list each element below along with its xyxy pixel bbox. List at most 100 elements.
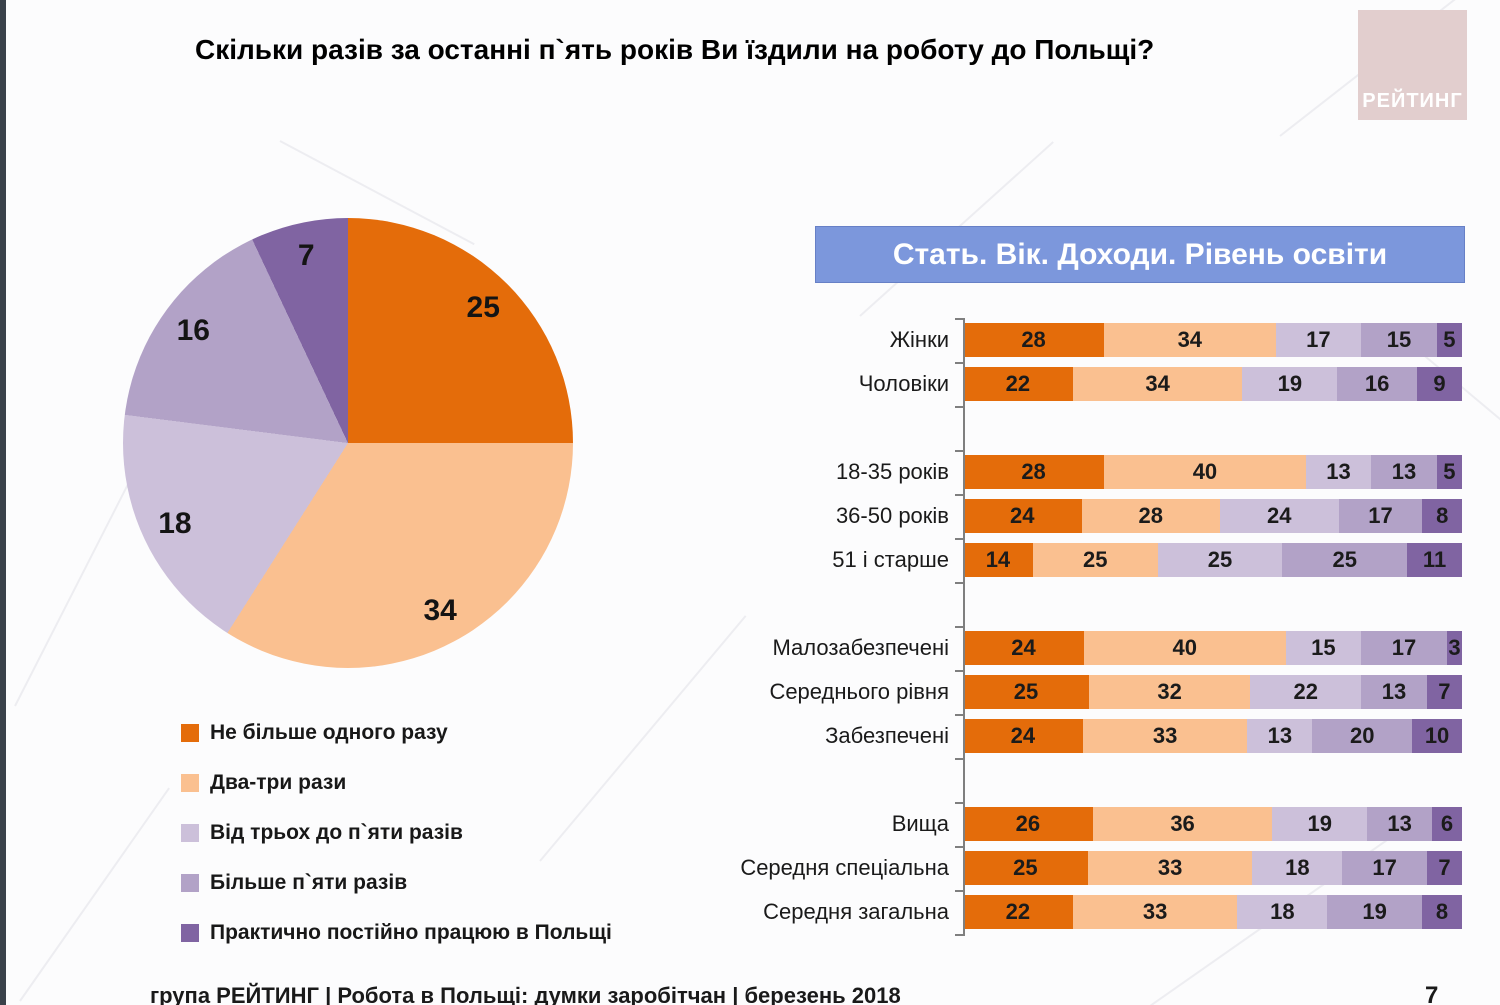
bar-segment: 13 <box>1247 719 1313 753</box>
pie-slice-label: 7 <box>297 239 315 273</box>
stacked-bar: 22 33 18 19 8 <box>963 895 1462 929</box>
legend-label: Два-три рази <box>210 771 347 794</box>
bar-segment: 13 <box>1367 807 1433 841</box>
bar-row-label: 36-50 років <box>835 503 949 528</box>
background-line <box>19 787 170 1002</box>
stacked-bar: 25 33 18 17 7 <box>963 851 1462 885</box>
bar-segment: 24 <box>963 719 1083 753</box>
bar-segment: 6 <box>1432 807 1462 841</box>
bar-segment: 25 <box>963 851 1088 885</box>
legend-label: Від трьох до п`яти разів <box>210 821 463 844</box>
pie-legend: Не більше одного разу Два-три рази Від трь… <box>181 708 612 958</box>
legend-swatch <box>181 724 199 742</box>
bar-segment: 17 <box>1275 323 1362 357</box>
bar-row-label: Малозабезпечені <box>772 635 949 660</box>
bar-segment: 20 <box>1312 719 1413 753</box>
stacked-bar: 22 34 19 16 9 <box>963 367 1462 401</box>
stacked-bar: 28 40 13 13 5 <box>963 455 1462 489</box>
bar-row-label: Середнього рівня <box>769 679 949 704</box>
bar-segment: 22 <box>963 367 1073 401</box>
bar-chart-row: Вища 26 36 19 13 6 <box>735 802 1480 846</box>
bar-rows: Жінки 28 34 17 15 5 Чоловіки 22 34 19 16 9 18-35 рок… <box>735 318 1480 934</box>
group-gap <box>735 758 1480 802</box>
stacked-bar: 24 28 24 17 8 <box>963 499 1463 533</box>
rating-logo-text: РЕЙТИНГ <box>1362 90 1463 112</box>
legend-item: Два-три рази <box>181 758 612 808</box>
bar-segment: 28 <box>963 323 1105 357</box>
legend-swatch <box>181 924 199 942</box>
bar-segment: 32 <box>1089 675 1251 709</box>
bar-row-label: Забезпечені <box>825 723 949 748</box>
stacked-bar: 25 32 22 13 7 <box>963 675 1463 709</box>
bar-segment: 13 <box>1305 455 1372 489</box>
bar-segment: 15 <box>1285 631 1362 665</box>
stacked-bar: 28 34 17 15 5 <box>963 323 1462 357</box>
legend-item: Практично постійно працюю в Польщі <box>181 908 612 958</box>
stacked-bar: 24 40 15 17 3 <box>963 631 1462 665</box>
bar-segment: 25 <box>1032 543 1158 577</box>
stacked-bar: 26 36 19 13 6 <box>963 807 1462 841</box>
bar-segment: 33 <box>1087 851 1253 885</box>
bar-row-label: Вища <box>891 811 949 836</box>
stacked-bar-chart: Жінки 28 34 17 15 5 Чоловіки 22 34 19 16 9 18-35 рок… <box>735 318 1480 936</box>
bar-segment: 22 <box>963 895 1073 929</box>
bar-chart-row: Чоловіки 22 34 19 16 9 <box>735 362 1480 406</box>
bar-chart-row: Забезпечені 24 33 13 20 10 <box>735 714 1480 758</box>
axis-line <box>963 318 965 936</box>
page-title: Скільки разів за останні п`ять років Ви … <box>195 34 1155 65</box>
bar-segment: 18 <box>1237 895 1328 929</box>
bar-segment: 19 <box>1272 807 1368 841</box>
bar-chart-row: Середнього рівня 25 32 22 13 7 <box>735 670 1480 714</box>
bar-row-label: Чоловіки <box>858 371 949 396</box>
bar-segment: 16 <box>1337 367 1418 401</box>
bar-segment: 18 <box>1252 851 1343 885</box>
legend-label: Не більше одного разу <box>210 721 448 744</box>
pie-slice-label: 34 <box>423 593 457 627</box>
stacked-bar: 24 33 13 20 10 <box>963 719 1463 753</box>
bar-segment: 19 <box>1242 367 1338 401</box>
legend-item: Від трьох до п`яти разів <box>181 808 612 858</box>
bar-row-label: 51 і старше <box>832 547 949 572</box>
bar-segment: 24 <box>1219 499 1339 533</box>
legend-swatch <box>181 824 199 842</box>
bar-segment: 34 <box>1104 323 1276 357</box>
bar-segment: 13 <box>1371 455 1437 489</box>
bar-segment: 33 <box>1082 719 1248 753</box>
bar-segment: 10 <box>1412 719 1463 753</box>
bar-segment: 26 <box>963 807 1093 841</box>
legend-swatch <box>181 874 199 892</box>
bar-segment: 24 <box>963 499 1082 533</box>
bar-segment: 28 <box>963 455 1105 489</box>
bar-chart-row: Жінки 28 34 17 15 5 <box>735 318 1480 362</box>
bar-segment: 17 <box>1361 631 1447 665</box>
axis-ticks <box>955 318 963 936</box>
bar-segment: 40 <box>1083 631 1286 665</box>
bar-chart-row: Середня спеціальна 25 33 18 17 7 <box>735 846 1480 890</box>
bar-segment: 17 <box>1338 499 1423 533</box>
bar-segment: 14 <box>963 543 1033 577</box>
bar-segment: 13 <box>1361 675 1427 709</box>
bar-chart-row: Малозабезпечені 24 40 15 17 3 <box>735 626 1480 670</box>
left-edge-strip <box>0 0 6 1005</box>
bar-segment: 7 <box>1426 675 1463 709</box>
bar-segment: 25 <box>1157 543 1283 577</box>
bar-chart-row: 36-50 років 24 28 24 17 8 <box>735 494 1480 538</box>
bar-segment: 40 <box>1104 455 1306 489</box>
group-gap <box>735 582 1480 626</box>
bar-segment: 36 <box>1092 807 1273 841</box>
page-number: 7 <box>1425 982 1439 1005</box>
legend-label: Більше п`яти разів <box>210 871 408 894</box>
legend-item: Не більше одного разу <box>181 708 612 758</box>
bar-segment: 28 <box>1081 499 1220 533</box>
bar-segment: 22 <box>1250 675 1362 709</box>
bar-segment: 25 <box>1282 543 1408 577</box>
bar-segment: 19 <box>1327 895 1423 929</box>
rating-logo: РЕЙТИНГ <box>1358 10 1467 120</box>
bar-chart-row: Середня загальна 22 33 18 19 8 <box>735 890 1480 934</box>
bar-chart-row: 18-35 років 28 40 13 13 5 <box>735 450 1480 494</box>
pie-chart: 25 34 18 16 7 <box>123 218 573 668</box>
bar-segment: 7 <box>1427 851 1462 885</box>
pie: 25 34 18 16 7 <box>123 218 573 668</box>
bar-segment: 8 <box>1422 499 1463 533</box>
